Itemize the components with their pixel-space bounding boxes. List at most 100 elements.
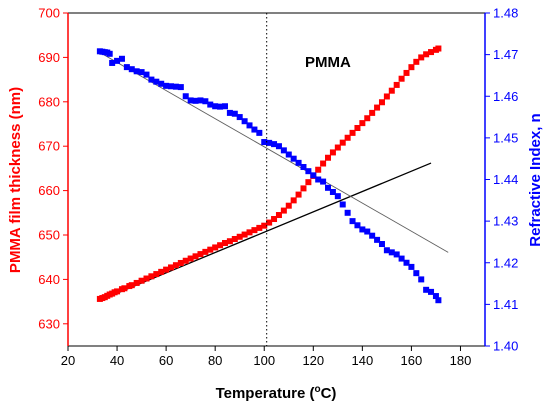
thickness-point [275,212,282,219]
right-tick-label: 1.43 [493,214,518,229]
index-point [251,126,258,133]
index-point [192,97,199,104]
thickness-point [423,51,430,58]
x-tick-label: 160 [401,353,423,368]
plot-frame [67,12,486,347]
thickness-point [435,45,442,52]
thickness-point [197,251,204,258]
thickness-point [221,239,228,246]
left-tick-label: 650 [38,228,60,243]
thickness-point [369,109,376,116]
index-point [197,97,204,104]
thickness-point [231,235,238,242]
thickness-point [320,160,327,167]
index-point [432,293,439,300]
thickness-point [378,99,385,106]
x-tick-label: 20 [61,353,75,368]
index-point [246,122,253,129]
index-point [266,139,273,146]
index-point [118,55,125,62]
index-point [236,114,243,121]
index-point [163,82,170,89]
thickness-point [349,129,356,136]
index-point [133,68,140,75]
index-point [271,141,278,148]
index-point [418,276,425,283]
thickness-point [148,273,155,280]
right-tick-label: 1.44 [493,172,518,187]
index-point [114,57,121,64]
index-point [226,109,233,116]
thickness-point [290,197,297,204]
thickness-point [192,253,199,260]
thickness-point [344,134,351,141]
x-tick-label: 140 [352,353,374,368]
index-point [172,83,179,90]
thickness-point [300,185,307,192]
index-point [221,103,228,110]
thickness-point [172,262,179,269]
index-point [428,288,435,295]
x-tick-label: 100 [253,353,275,368]
index-point [315,176,322,183]
thickness-point [226,238,233,245]
data-marks [96,45,442,304]
index-point [359,226,366,233]
x-axis-title-degree: o [314,384,320,395]
thickness-point [212,244,219,251]
thickness-point [236,233,243,240]
index-point [143,71,150,78]
thickness-point [266,219,273,226]
right-tick-label: 1.46 [493,89,518,104]
index-point [423,286,430,293]
right-tick-label: 1.42 [493,255,518,270]
thickness-point [187,255,194,262]
thickness-point [246,229,253,236]
thickness-point [398,75,405,82]
thickness-point [153,271,160,278]
index-point [435,297,442,304]
index-point [106,50,113,57]
index-point [153,78,160,85]
thickness-point [207,246,214,253]
thickness-point [285,202,292,209]
index-point [212,103,219,110]
index-point [325,184,332,191]
index-point [334,193,341,200]
thickness-point [163,266,170,273]
thickness-point [202,248,209,255]
thickness-point [325,154,332,161]
index-point [109,59,116,66]
tick-group: 20 40 60 80 100 120 140 160 180 630 640 650 660 670 68… [38,6,518,369]
thickness-point [315,166,322,173]
index-point [177,84,184,91]
right-tick-label: 1.41 [493,297,518,312]
right-tick-label: 1.48 [493,6,518,21]
index-point [413,270,420,277]
index-point [403,259,410,266]
x-axis-title: Temperature (oC) [216,384,337,402]
index-point [256,129,263,136]
index-point [383,247,390,254]
thickness-point [133,279,140,286]
index-point [158,80,165,87]
x-tick-label: 40 [110,353,124,368]
index-point [374,236,381,243]
thickness-point [329,149,336,156]
left-tick-label: 640 [38,272,60,287]
x-axis-title-main: Temperature ( [216,385,315,402]
thickness-point [182,257,189,264]
x-tick-label: 80 [208,353,222,368]
thickness-point [305,179,312,186]
index-point [290,155,297,162]
index-point [305,168,312,175]
index-point [202,98,209,105]
left-axis-title: PMMA film thickness (nm) [7,87,24,273]
thickness-point [128,282,135,289]
thickness-point [241,231,248,238]
thickness-fit-line [99,162,432,301]
index-point [378,241,385,248]
index-point [310,172,317,179]
thickness-point [428,49,435,56]
